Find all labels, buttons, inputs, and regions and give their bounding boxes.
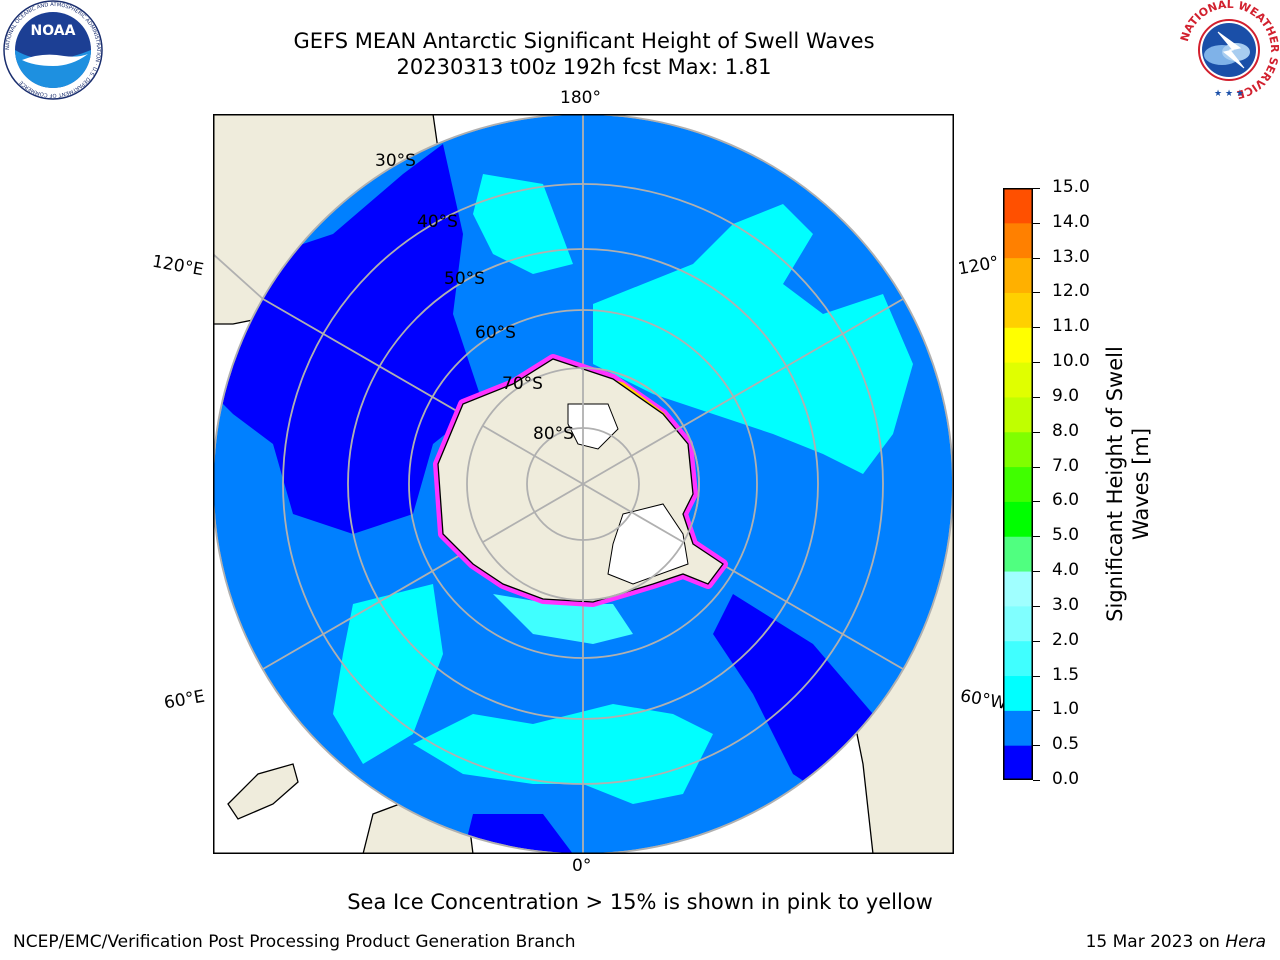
colorbar-tick-label: 2.0	[1052, 629, 1080, 650]
colorbar-bin	[1003, 188, 1033, 224]
colorbar-label-line1: Significant Height of Swell	[1103, 346, 1127, 622]
colorbar-bin	[1003, 571, 1033, 607]
lat-label-60s: 60°S	[475, 323, 516, 343]
colorbar-bin	[1003, 257, 1033, 293]
colorbar-bin	[1003, 431, 1033, 468]
lon-label-60w: 60°W	[958, 686, 1009, 714]
noaa-text: NOAA	[31, 23, 76, 39]
svg-text:★ ★ ★: ★ ★ ★	[1214, 89, 1244, 99]
colorbar-tick-mark	[1033, 571, 1040, 573]
producer-credit: NCEP/EMC/Verification Post Processing Pr…	[13, 932, 576, 952]
colorbar-tick-label: 6.0	[1052, 490, 1080, 511]
lat-label-30s: 30°S	[375, 151, 416, 171]
colorbar-tick-mark	[1033, 466, 1040, 468]
swell-high-east	[593, 204, 913, 474]
colorbar-tick-mark	[1033, 780, 1040, 781]
lon-label-120e: 120°E	[150, 251, 206, 281]
colorbar-tick-label: 1.5	[1052, 664, 1080, 685]
madagascar-land	[227, 763, 299, 820]
colorbar-tick-label: 10.0	[1052, 351, 1090, 372]
colorbar-tick-label: 13.0	[1052, 246, 1090, 267]
colorbar-bin	[1003, 710, 1033, 746]
colorbar-tick-mark	[1033, 396, 1040, 398]
colorbar-tick-mark	[1033, 188, 1040, 189]
colorbar	[1003, 188, 1033, 780]
run-date-text: 15 Mar 2023 on	[1085, 932, 1220, 952]
colorbar-tick-label: 4.0	[1052, 560, 1080, 581]
colorbar-tick-label: 0.5	[1052, 734, 1080, 755]
chart-subtitle: 20230313 t00z 192h fcst Max: 1.81	[396, 55, 772, 79]
lat-label-80s: 80°S	[533, 424, 574, 444]
swell-high-northwest	[473, 174, 573, 274]
colorbar-tick-mark	[1033, 675, 1040, 677]
ross-ice-shelf	[567, 403, 619, 450]
colorbar-tick-label: 15.0	[1052, 177, 1090, 197]
colorbar-tick-label: 11.0	[1052, 316, 1090, 337]
colorbar-bin	[1003, 640, 1033, 677]
colorbar-bin	[1003, 466, 1033, 502]
colorbar-bin	[1003, 362, 1033, 398]
sea-ice-footnote: Sea Ice Concentration > 15% is shown in …	[347, 890, 933, 914]
colorbar-bin	[1003, 745, 1033, 780]
colorbar-tick-mark	[1033, 362, 1040, 364]
polar-map: 30°S 40°S 50°S 60°S 70°S 80°S	[213, 114, 954, 854]
ocean-field	[213, 114, 953, 854]
colorbar-bin	[1003, 501, 1033, 537]
colorbar-tick-mark	[1033, 640, 1040, 642]
nws-logo: NATIONAL WEATHER SERVICE ★ ★ ★	[1178, 0, 1280, 100]
colorbar-tick-mark	[1033, 257, 1040, 259]
colorbar-tick-mark	[1033, 431, 1040, 433]
colorbar-bin	[1003, 675, 1033, 711]
chart-title: GEFS MEAN Antarctic Significant Height o…	[293, 29, 875, 53]
lat-label-40s: 40°S	[417, 212, 458, 232]
colorbar-label: Significant Height of Swell Waves [m]	[1102, 319, 1154, 649]
lon-label-180: 180°	[560, 88, 601, 108]
colorbar-bin	[1003, 292, 1033, 328]
lon-label-60e: 60°E	[162, 686, 207, 714]
colorbar-label-line2: Waves [m]	[1129, 427, 1153, 541]
colorbar-tick-mark	[1033, 605, 1040, 607]
run-date: 15 Mar 2023 on Hera	[1086, 932, 1266, 952]
colorbar-tick-label: 5.0	[1052, 525, 1080, 546]
colorbar-border	[1003, 188, 1033, 780]
lat-label-50s: 50°S	[444, 269, 485, 289]
colorbar-tick-label: 12.0	[1052, 281, 1090, 302]
colorbar-tick-label: 3.0	[1052, 594, 1080, 615]
lon-label-120w: 120°	[956, 252, 1001, 280]
colorbar-tick-label: 14.0	[1052, 211, 1090, 232]
colorbar-tick-mark	[1033, 745, 1040, 747]
colorbar-tick-mark	[1033, 536, 1040, 538]
swell-high-south	[333, 584, 443, 764]
colorbar-tick-mark	[1033, 292, 1040, 294]
colorbar-bin	[1003, 327, 1033, 363]
colorbar-tick-mark	[1033, 222, 1040, 224]
lon-label-0: 0°	[572, 856, 592, 876]
machine-name: Hera	[1225, 932, 1266, 952]
colorbar-bin	[1003, 222, 1033, 259]
map-canvas	[213, 114, 954, 854]
colorbar-tick-label: 1.0	[1052, 699, 1080, 720]
lat-label-70s: 70°S	[502, 374, 543, 394]
swell-high-near-ice	[493, 594, 633, 644]
colorbar-tick-mark	[1033, 327, 1040, 329]
colorbar-bin	[1003, 536, 1033, 572]
colorbar-tick-label: 8.0	[1052, 420, 1080, 441]
colorbar-tick-label: 7.0	[1052, 455, 1080, 476]
colorbar-bin	[1003, 396, 1033, 433]
colorbar-bin	[1003, 605, 1033, 642]
colorbar-tick-label: 0.0	[1052, 769, 1080, 789]
colorbar-tick-mark	[1033, 710, 1040, 712]
colorbar-tick-label: 9.0	[1052, 385, 1080, 406]
colorbar-tick-mark	[1033, 501, 1040, 503]
noaa-logo: NATIONAL OCEANIC AND ATMOSPHERIC ADMINIS…	[3, 0, 103, 100]
